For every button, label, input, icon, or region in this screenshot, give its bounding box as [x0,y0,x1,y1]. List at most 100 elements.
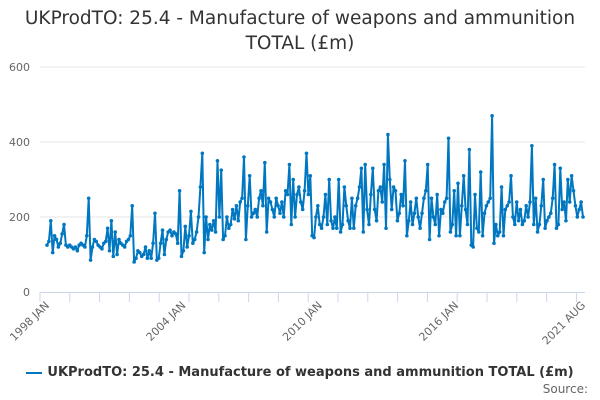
data-point [530,143,534,148]
data-point [183,224,188,229]
data-point [94,239,99,244]
data-point [549,211,553,216]
data-point [560,207,564,212]
data-point [314,215,318,219]
legend-swatch [26,371,43,374]
data-point [355,196,360,201]
data-point [58,241,63,246]
data-point [554,226,559,231]
data-point [219,168,224,172]
data-point [412,211,417,216]
data-point [168,228,172,232]
data-point [255,215,260,219]
data-point [558,166,563,171]
data-point [88,258,93,262]
data-point [448,230,453,234]
data-point [567,200,572,204]
data-point [509,173,513,178]
data-point [414,196,419,201]
data-point [47,239,51,244]
data-point [232,217,237,221]
data-point [562,200,566,204]
data-point [452,188,457,193]
data-point [211,218,216,223]
data-point [62,222,66,227]
data-point [537,222,542,227]
data-point [90,245,95,249]
data-point [86,196,91,201]
data-point [454,233,458,238]
data-point [259,188,263,193]
chart-title-line2: TOTAL (£m) [245,33,355,54]
data-point [437,233,441,238]
data-point [297,185,301,189]
data-point [533,196,538,201]
data-point [416,215,421,219]
data-point [45,243,49,247]
data-point [242,155,246,159]
data-point [363,162,367,167]
data-point [291,177,296,182]
data-point [173,232,178,236]
data-point [503,207,508,212]
data-point [461,173,466,178]
data-point [429,196,434,201]
data-point [325,222,330,227]
data-point [463,207,468,212]
data-point [302,188,307,193]
data-point [323,192,328,197]
data-point [336,177,341,182]
data-point [420,211,424,216]
data-point [253,207,258,212]
data-point [516,218,521,223]
data-point [217,215,222,219]
data-point [52,233,57,238]
data-point [117,237,121,242]
data-point [202,250,207,255]
data-point [149,256,153,261]
data-point [369,192,373,197]
data-point [431,215,436,219]
data-point [518,207,523,212]
data-point [128,233,133,238]
data-point [225,215,229,219]
data-point [145,256,150,261]
y-tick-label: 200 [9,211,30,224]
legend-item[interactable]: UKProdTO: 25.4 - Manufacture of weapons … [0,365,600,380]
data-point [365,207,369,212]
data-point [228,222,233,227]
data-point [393,188,398,193]
data-point [499,185,504,189]
data-point [187,233,191,238]
data-point [511,215,515,219]
y-tick-label: 400 [9,136,30,149]
data-point [158,241,163,246]
data-point [480,233,485,238]
data-point [274,196,278,201]
data-point [477,230,481,234]
data-point [564,218,568,223]
data-point [283,188,288,193]
data-point [319,226,324,231]
data-point [467,147,472,152]
data-point [289,222,294,227]
data-point [444,196,449,201]
x-tick-label: 1998 JAN [7,299,52,344]
data-point [541,177,546,182]
data-point [151,241,155,246]
data-point [378,185,383,189]
data-point [439,207,443,212]
data-point [380,200,385,204]
data-point [126,237,131,242]
data-point [547,215,551,219]
data-point [285,192,290,197]
data-point [200,151,205,156]
data-point [179,254,184,259]
data-point [490,113,494,118]
data-point [293,215,297,219]
data-point [268,200,273,204]
y-tick-label: 0 [23,286,30,299]
data-point [571,188,576,193]
data-point [236,218,241,223]
